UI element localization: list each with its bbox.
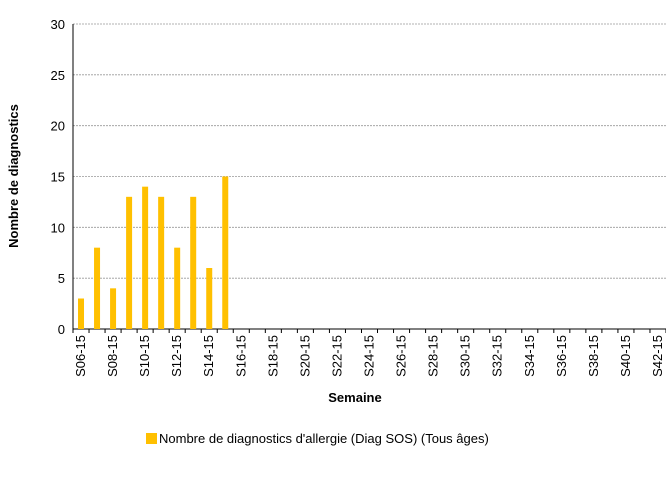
x-tick-label: S42-15 (650, 335, 665, 377)
bar (142, 186, 149, 329)
bar (158, 196, 165, 329)
x-tick-label: S16-15 (233, 335, 248, 377)
y-tick-label: 15 (51, 170, 65, 185)
x-tick-label: S24-15 (362, 335, 377, 377)
bar (126, 196, 133, 329)
x-tick-label: S28-15 (426, 335, 441, 377)
y-tick-label: 5 (58, 271, 65, 286)
x-tick-label: S38-15 (586, 335, 601, 377)
bar (110, 288, 117, 329)
y-tick-label: 0 (58, 322, 65, 337)
bar (190, 196, 197, 329)
bar (222, 176, 229, 329)
x-tick-label: S12-15 (169, 335, 184, 377)
legend-label: Nombre de diagnostics d'allergie (Diag S… (159, 431, 489, 446)
x-tick-label: S22-15 (329, 335, 344, 377)
bar (78, 298, 85, 329)
x-tick-label: S20-15 (297, 335, 312, 377)
x-tick-label: S10-15 (137, 335, 152, 377)
x-tick-label: S34-15 (522, 335, 537, 377)
x-tick-label: S18-15 (265, 335, 280, 377)
y-tick-label: 30 (51, 17, 65, 32)
bar (94, 247, 101, 329)
x-tick-label: S40-15 (618, 335, 633, 377)
x-tick-label: S30-15 (458, 335, 473, 377)
x-tick-label: S36-15 (554, 335, 569, 377)
x-axis-label: Semaine (328, 390, 381, 405)
bar (174, 247, 181, 329)
x-tick-label: S26-15 (394, 335, 409, 377)
x-tick-label: S14-15 (201, 335, 216, 377)
x-tick-label: S08-15 (105, 335, 120, 377)
x-tick-label: S06-15 (73, 335, 88, 377)
y-tick-label: 25 (51, 68, 65, 83)
bar (206, 268, 213, 329)
y-axis-label: Nombre de diagnostics (6, 104, 21, 248)
y-tick-label: 10 (51, 220, 65, 235)
y-tick-label: 20 (51, 119, 65, 134)
legend-swatch (146, 433, 157, 444)
x-tick-label: S32-15 (490, 335, 505, 377)
